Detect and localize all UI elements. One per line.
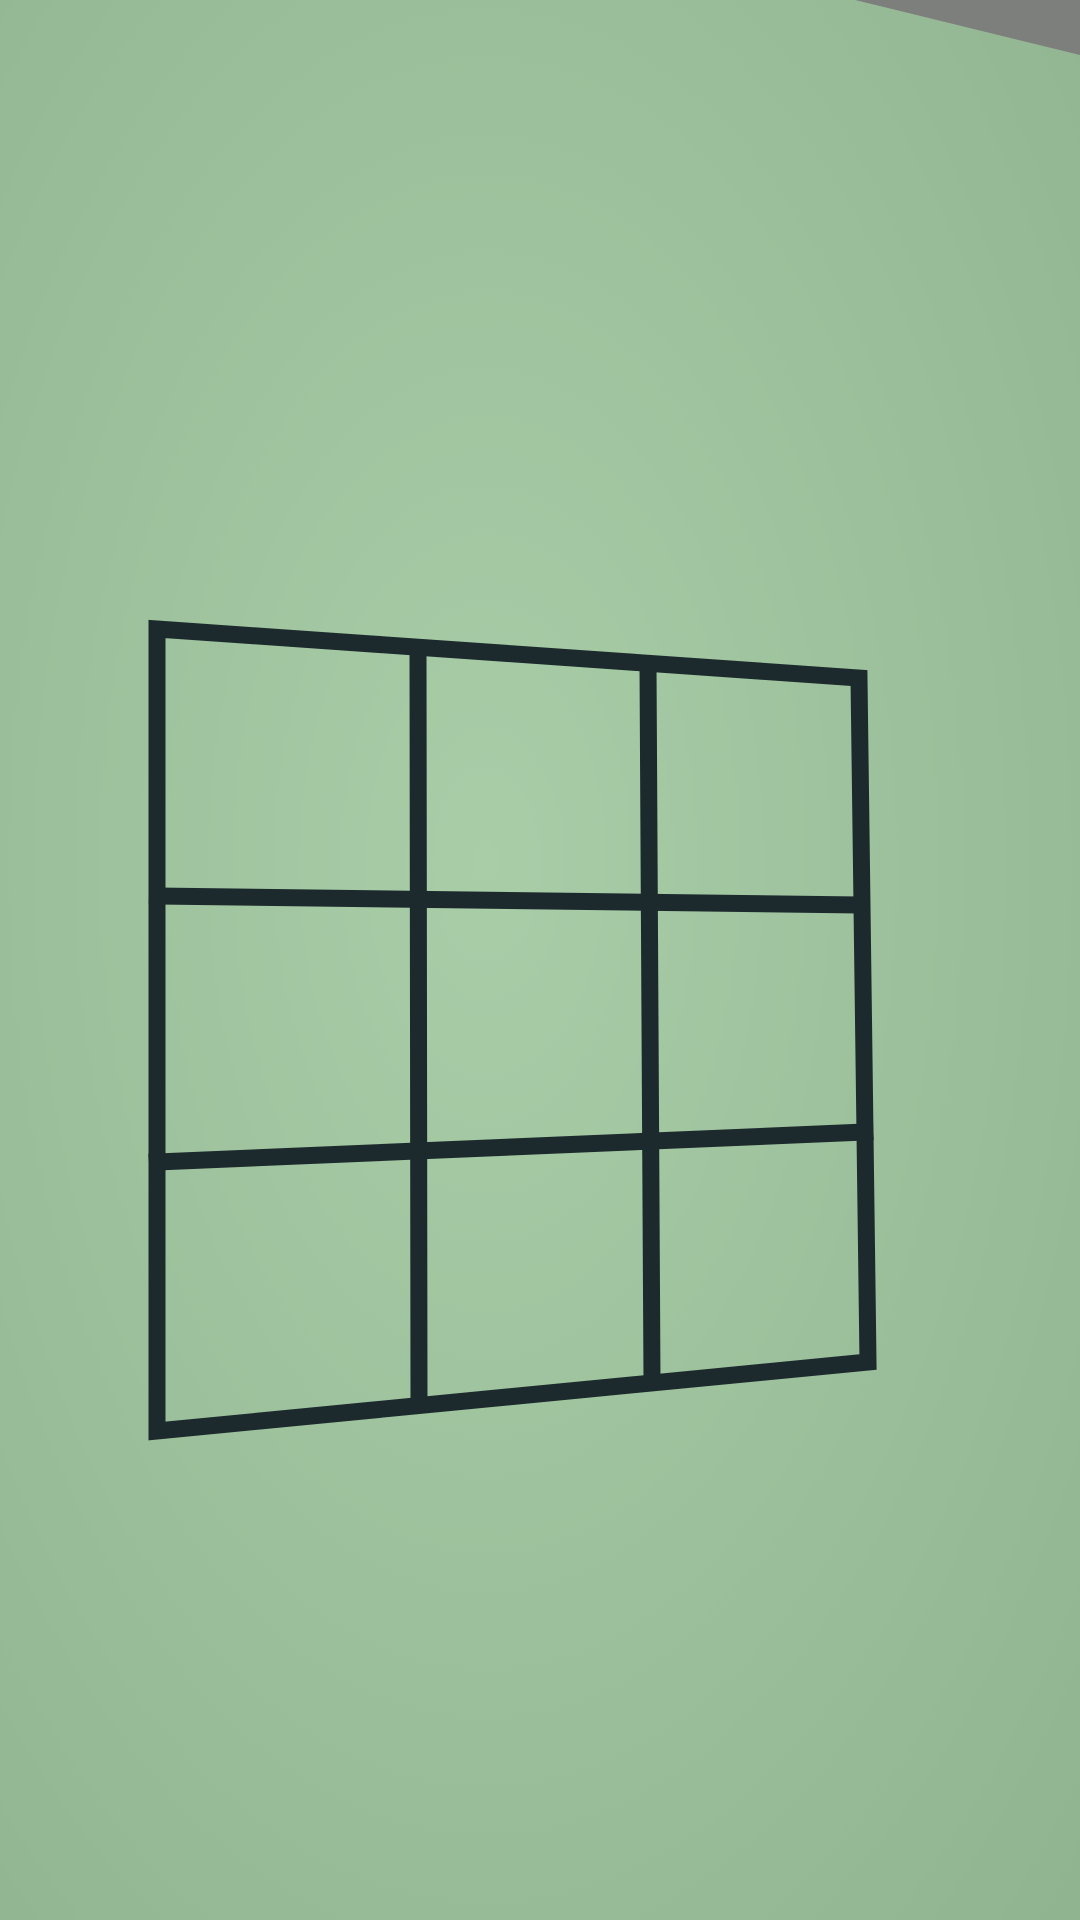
grid-horizontal-line-2 (148, 1123, 874, 1171)
grid-vertical-line-1 (409, 639, 428, 1411)
tic-tac-toe-grid (148, 619, 877, 1441)
grid-vertical-line-2 (639, 656, 661, 1391)
grid-horizontal-line-1 (148, 887, 870, 914)
